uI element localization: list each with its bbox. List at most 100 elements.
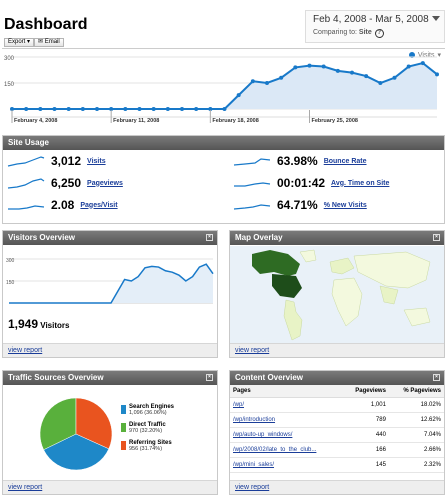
sparkline-path <box>233 204 271 210</box>
chevron-down-icon[interactable]: ▾ <box>437 52 441 59</box>
visitors-mini-chart: 300 150 <box>6 258 214 304</box>
metric-link[interactable]: Pages/Visit <box>80 201 118 209</box>
traffic-legend: Search Engines 1,096 (36.06%) Direct Traff… <box>121 404 174 458</box>
chart-legend[interactable]: Visits ▾ <box>408 51 441 59</box>
series-area <box>9 264 213 303</box>
visitors-count-group: 1,949 Visitors <box>8 317 69 331</box>
data-point <box>95 107 99 111</box>
close-icon[interactable]: × <box>433 374 440 381</box>
y-tick-label: 150 <box>4 82 15 88</box>
x-tick-label: February 4, 2008 <box>14 118 57 124</box>
email-button[interactable]: ✉ Email <box>34 38 64 47</box>
traffic-footer: view report <box>3 480 217 494</box>
world-map[interactable] <box>230 246 444 344</box>
data-point <box>392 75 397 80</box>
page-cell: /wp/2008/02/late_to_the_club... <box>230 442 343 458</box>
pct-pageviews-cell: 18.02% <box>388 397 444 413</box>
page-link[interactable]: /wp/auto-up_windows/ <box>233 432 293 438</box>
page-link[interactable]: /wp/2008/02/late_to_the_club... <box>233 447 317 453</box>
view-report-link[interactable]: view report <box>8 347 43 354</box>
pageviews-cell: 166 <box>342 442 389 458</box>
data-point <box>279 75 284 80</box>
metric-0: 3,012 Visits <box>7 154 106 168</box>
close-icon[interactable]: × <box>433 234 440 241</box>
legend-label: Search Engines <box>129 404 175 410</box>
site-usage-panel: Site Usage 3,012 Visits 6,250 Pageviews 2.08… <box>2 135 445 224</box>
metric-link[interactable]: Visits <box>87 157 106 165</box>
pie-slice <box>39 397 77 451</box>
page-link[interactable]: /wp/ <box>233 402 245 408</box>
page-link[interactable]: /wp/introduction <box>233 417 276 423</box>
metric-value: 00:01:42 <box>277 176 326 190</box>
x-tick-label: February 25, 2008 <box>312 118 358 124</box>
pageviews-cell: 1,001 <box>342 397 389 413</box>
help-icon[interactable]: ? <box>374 29 384 38</box>
metric-value: 6,250 <box>51 176 82 190</box>
metric-value: 64.71% <box>277 198 318 212</box>
chevron-down-icon[interactable] <box>432 16 440 21</box>
site-usage-header: Site Usage <box>3 136 444 150</box>
table-row: /wp/introduction 789 12.62% <box>230 412 444 428</box>
sparkline-path <box>7 178 45 189</box>
visits-chart-svg: 300 150 February 4, 2008 February 11, 2008 F… <box>4 56 439 124</box>
date-range-text: Feb 4, 2008 - Mar 5, 2008 <box>313 14 429 25</box>
comparing-label: Comparing to: <box>313 29 357 36</box>
visitors-footer: view report <box>3 343 217 357</box>
email-icon: ✉ <box>38 39 44 45</box>
close-icon[interactable]: × <box>206 234 213 241</box>
content-table-header: Pages Pageviews% Pageviews <box>230 385 444 398</box>
series-line <box>9 263 214 304</box>
map-footer: view report <box>230 343 444 357</box>
pct-pageviews-cell: 2.66% <box>388 442 444 458</box>
metric-link[interactable]: Avg. Time on Site <box>331 179 390 187</box>
content-overview-panel: Content Overview × Pages Pageviews% Pagevi… <box>229 370 445 495</box>
data-point <box>180 107 184 111</box>
metric-2: 2.08 Pages/Visit <box>7 198 118 212</box>
data-point <box>38 107 43 111</box>
pie-slice <box>43 433 110 471</box>
series-area <box>12 63 437 109</box>
export-button[interactable]: Export ▾ <box>4 38 35 47</box>
close-icon[interactable]: × <box>206 374 213 381</box>
date-range-picker[interactable]: Feb 4, 2008 - Mar 5, 2008 Comparing to: … <box>305 10 445 43</box>
page-link[interactable]: /wp/mini_sales/ <box>233 462 275 468</box>
view-report-link[interactable]: view report <box>8 484 43 491</box>
data-point <box>151 107 156 111</box>
sparkline-path <box>8 205 45 210</box>
pageviews-cell: 145 <box>342 457 389 473</box>
data-point <box>435 72 439 77</box>
content-overview-header: Content Overview × <box>230 371 444 385</box>
y-tick-label: 300 <box>4 56 15 62</box>
metric-link[interactable]: Bounce Rate <box>323 157 367 165</box>
legend-label: Referring Sites <box>129 440 172 446</box>
data-point <box>52 107 57 111</box>
data-point <box>222 107 227 111</box>
data-point <box>335 68 340 73</box>
metric-link[interactable]: % New Visits <box>323 201 367 209</box>
pageviews-cell: 789 <box>342 412 389 428</box>
legend-item: Search Engines 1,096 (36.06%) <box>121 404 174 416</box>
data-point <box>123 107 128 111</box>
y-tick-label: 150 <box>6 280 15 286</box>
legend-detail: 956 (31.74%) <box>129 446 163 452</box>
legend-swatch-icon <box>121 423 126 432</box>
traffic-sources-title: Traffic Sources Overview <box>8 373 104 382</box>
sparkline-icon <box>8 205 45 210</box>
comparing-value[interactable]: Site <box>358 29 372 36</box>
map-overlay-panel: Map Overlay × view report <box>229 230 445 358</box>
metric-link[interactable]: Pageviews <box>87 179 123 187</box>
view-report-link[interactable]: view report <box>235 347 270 354</box>
pct-pageviews-cell: 2.32% <box>388 457 444 473</box>
table-row: /wp/mini_sales/145 2.32% <box>230 457 444 473</box>
x-tick-label: February 11, 2008 <box>113 118 159 124</box>
legend-item: Direct Traffic 970 (32.20%) <box>121 422 174 434</box>
view-report-link[interactable]: view report <box>235 484 270 491</box>
content-table: Pages Pageviews% Pageviews /wp/1,001 18.02… <box>230 385 444 473</box>
sparkline-path <box>233 158 271 166</box>
data-point <box>321 64 326 69</box>
metric-value: 63.98% <box>277 154 318 168</box>
legend-detail: 1,096 (36.06%) <box>129 410 167 416</box>
traffic-sources-header: Traffic Sources Overview × <box>3 371 217 385</box>
content-overview-title: Content Overview <box>235 373 304 382</box>
data-point <box>208 107 213 111</box>
